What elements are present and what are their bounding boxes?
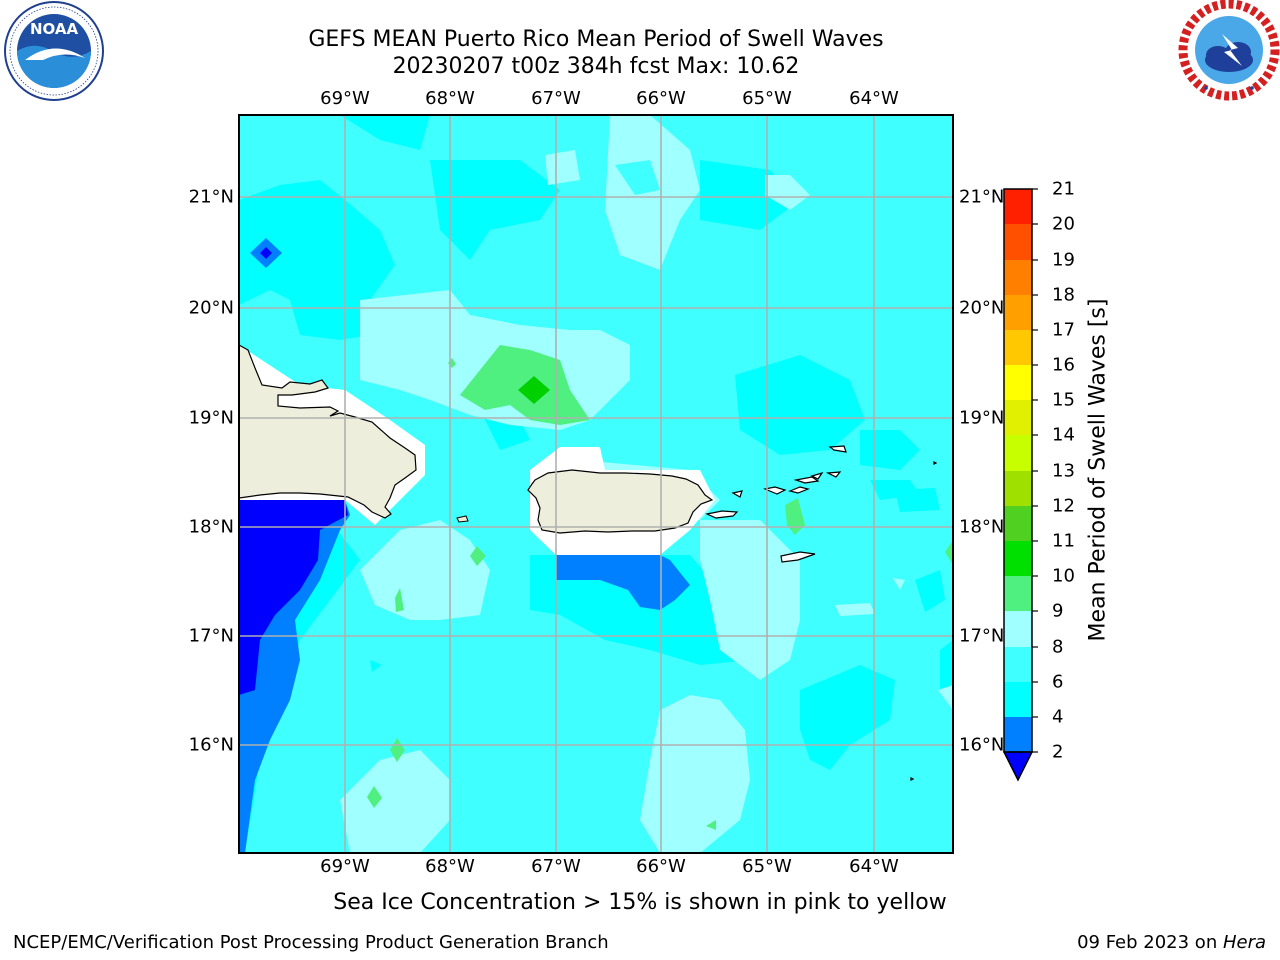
contour-10-11 — [518, 376, 550, 404]
nws-logo-icon — [1178, 0, 1280, 101]
chart-title: GEFS MEAN Puerto Rico Mean Period of Swe… — [308, 27, 884, 52]
colorbar-tick-label: 8 — [1052, 636, 1064, 658]
lon-label-top: 64°W — [849, 88, 899, 109]
colorbar-tick-label: 17 — [1052, 319, 1075, 341]
colorbar-tick-label: 20 — [1052, 213, 1075, 235]
lat-label-right: 20°N — [959, 297, 1005, 319]
map-frame — [238, 114, 954, 854]
colorbar-tick-label: 11 — [1052, 530, 1075, 552]
lat-label-right: 21°N — [959, 186, 1005, 208]
footer-machine: Hera — [1222, 932, 1266, 953]
swell-period-field — [239, 115, 953, 853]
lon-label-bottom: 66°W — [636, 856, 686, 877]
colorbar-tick-label: 9 — [1052, 600, 1064, 622]
colorbar-tick-label: 16 — [1052, 354, 1075, 376]
lat-label-left: 21°N — [188, 186, 234, 208]
lon-label-top: 65°W — [742, 88, 792, 109]
hispaniola-land — [239, 344, 417, 519]
gridlines — [239, 115, 953, 853]
lon-label-top: 69°W — [320, 88, 370, 109]
lon-label-top: 67°W — [531, 88, 581, 109]
colorbar-tick-label: 10 — [1052, 565, 1075, 587]
lat-label-right: 18°N — [959, 516, 1005, 538]
sea-ice-note: Sea Ice Concentration > 15% is shown in … — [333, 890, 947, 915]
lon-label-bottom: 65°W — [742, 856, 792, 877]
colorbar-tick-label: 13 — [1052, 460, 1075, 482]
colorbar-tick-label: 2 — [1052, 741, 1064, 763]
lat-label-left: 18°N — [188, 516, 234, 538]
colorbar-tick-label: 12 — [1052, 495, 1075, 517]
colorbar-tick-label: 15 — [1052, 389, 1075, 411]
lon-label-top: 66°W — [636, 88, 686, 109]
noaa-logo-icon: NOAA — [4, 1, 104, 101]
colorbar-tick-label: 14 — [1052, 424, 1075, 446]
mona-island — [456, 515, 469, 523]
lat-label-left: 16°N — [188, 734, 234, 756]
colorbar-extend-min — [1002, 751, 1034, 782]
lon-label-bottom: 64°W — [849, 856, 899, 877]
lon-label-bottom: 69°W — [320, 856, 370, 877]
puerto-rico-land — [527, 469, 714, 534]
lat-label-right: 19°N — [959, 407, 1005, 429]
colorbar-tick-label: 19 — [1052, 249, 1075, 271]
colorbar-tick-label: 18 — [1052, 284, 1075, 306]
lon-label-bottom: 67°W — [531, 856, 581, 877]
colorbar-tick-label: 4 — [1052, 706, 1064, 728]
lon-label-bottom: 68°W — [425, 856, 475, 877]
lat-label-left: 19°N — [188, 407, 234, 429]
lat-label-right: 16°N — [959, 734, 1005, 756]
colorbar — [1002, 188, 1038, 782]
chart-subtitle: 20230207 t00z 384h fcst Max: 10.62 — [392, 54, 800, 79]
colorbar-tick-label: 6 — [1052, 671, 1064, 693]
lat-label-right: 17°N — [959, 625, 1005, 647]
colorbar-tick-label: 21 — [1052, 178, 1075, 200]
colorbar-title: Mean Period of Swell Waves [s] — [1085, 298, 1111, 642]
footer-credit: NCEP/EMC/Verification Post Processing Pr… — [13, 932, 609, 953]
svg-text:NOAA: NOAA — [30, 20, 79, 38]
virgin-islands — [705, 445, 938, 781]
contour-below-2 — [239, 247, 348, 695]
lon-label-top: 68°W — [425, 88, 475, 109]
footer-date: 09 Feb 2023 on Hera — [1077, 932, 1266, 953]
lat-label-left: 17°N — [188, 625, 234, 647]
footer-date-text: 09 Feb 2023 on — [1077, 932, 1223, 953]
lat-label-left: 20°N — [188, 297, 234, 319]
